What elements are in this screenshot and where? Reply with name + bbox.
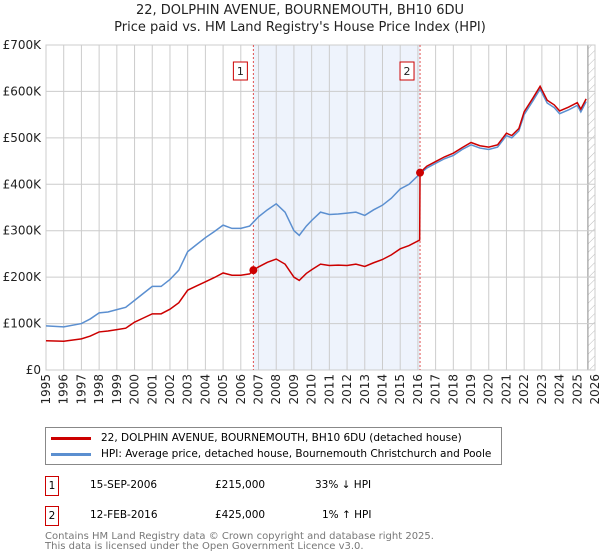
transaction-price: £215,000 [215,479,266,491]
x-tick-label: 2016 [411,374,425,405]
y-tick-label: £500K [3,131,43,145]
x-tick-label: 2018 [446,374,460,405]
x-tick-label: 2004 [198,374,212,405]
transaction-row: 2 12-FEB-2016 £425,000 1% ↑ HPI [45,506,545,526]
forecast-hatch [587,45,595,370]
x-tick-label: 2000 [128,374,142,405]
legend: 22, DOLPHIN AVENUE, BOURNEMOUTH, BH10 6D… [45,427,502,465]
x-tick-label: 2020 [482,374,496,405]
y-tick-label: £700K [3,38,43,52]
x-tick-label: 2013 [358,374,372,405]
legend-label: HPI: Average price, detached house, Bour… [101,448,492,460]
blue-line-swatch [51,452,91,456]
transaction-hpi: 1% ↑ HPI [322,509,372,521]
x-tick-label: 2009 [287,374,301,405]
sale-point [416,168,425,177]
x-tick-label: 1999 [110,374,124,405]
chart-subtitle: Price paid vs. HM Land Registry's House … [114,20,486,35]
footer: Contains HM Land Registry data © Crown c… [45,532,434,552]
y-tick-label: £400K [3,177,43,191]
x-tick-label: 1996 [57,374,71,405]
x-tick-label: 2025 [570,374,584,405]
y-tick-label: £100K [3,317,43,331]
x-tick-label: 2008 [269,374,283,405]
x-tick-label: 2021 [499,374,513,405]
x-tick-label: 2022 [517,374,531,405]
x-tick-label: 2006 [234,374,248,405]
x-tick-label: 2001 [145,374,159,405]
y-tick-label: £200K [3,270,43,284]
x-tick-label: 2003 [181,374,195,405]
x-tick-label: 1998 [92,374,106,405]
x-tick-label: 2023 [535,374,549,405]
x-tick-label: 2010 [305,374,319,405]
chart-title: 22, DOLPHIN AVENUE, BOURNEMOUTH, BH10 6D… [135,3,464,18]
footer-line: Contains HM Land Registry data © Crown c… [45,531,434,542]
y-tick-label: £300K [3,224,43,238]
x-tick-label: 2024 [553,374,567,405]
x-tick-label: 2007 [252,374,266,405]
legend-item-hpi: HPI: Average price, detached house, Bour… [46,446,501,462]
price-chart: 1995 1996 1997 1998 1999 2000 2001 2002 2003 2004… [3,38,600,405]
x-tick-label: 2005 [216,374,230,405]
transaction-price: £425,000 [215,509,266,521]
red-line-swatch [51,436,91,440]
legend-item-property: 22, DOLPHIN AVENUE, BOURNEMOUTH, BH10 6D… [46,430,501,446]
x-tick-label: 2002 [163,374,177,405]
marker-label: 1 [237,65,244,78]
x-tick-label: 1995 [39,374,53,405]
x-tick-label: 2026 [588,374,600,405]
x-tick-label: 2017 [429,374,443,405]
x-tick-label: 1997 [74,374,88,405]
transaction-date: 12-FEB-2016 [90,509,158,521]
plot-border [45,44,596,371]
hpi-line [45,87,587,328]
y-tick-label: £600K [3,84,43,98]
price-paid-line [45,84,587,342]
marker-box [399,61,415,81]
sale-point [249,266,258,275]
footer-line: This data is licensed under the Open Gov… [45,541,364,552]
transaction-number: 2 [45,506,59,526]
y-tick-label: £0 [26,363,41,377]
x-tick-label: 2014 [375,374,389,405]
legend-label: 22, DOLPHIN AVENUE, BOURNEMOUTH, BH10 6D… [101,432,462,444]
transaction-row: 1 15-SEP-2006 £215,000 33% ↓ HPI [45,476,545,496]
x-tick-label: 2015 [393,374,407,405]
marker-box [232,61,248,81]
transaction-number: 1 [45,476,59,496]
transaction-hpi: 33% ↓ HPI [315,479,372,491]
x-tick-label: 2011 [322,374,336,405]
shaded-period [253,45,421,370]
transaction-date: 15-SEP-2006 [90,479,158,491]
x-tick-label: 2012 [340,374,354,405]
marker-label: 2 [404,65,411,78]
x-tick-label: 2019 [464,374,478,405]
